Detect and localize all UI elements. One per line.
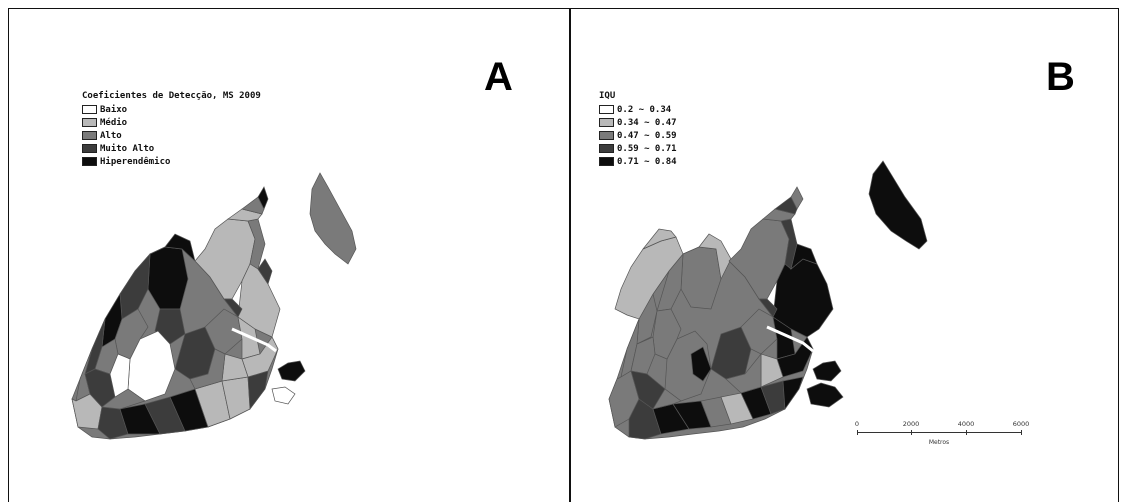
legend-label: Alto [100,130,122,141]
map-a-districts [71,172,357,440]
district [790,243,818,270]
district [690,346,712,382]
district [652,388,682,410]
panel-letter-b: B [1046,55,1075,99]
panel-letter-a: A [484,55,513,99]
district [257,258,273,285]
district [271,386,296,405]
legend-item: Muito Alto [82,142,261,155]
legend-item: 0.34 ~ 0.47 [599,116,677,129]
legend-swatch [82,157,97,166]
legend-item: Alto [82,129,261,142]
legend-item: Hiperendêmico [82,155,261,168]
map-b [608,160,928,440]
district [652,308,682,360]
map-a [71,172,357,440]
figure-frame [8,8,1119,502]
district [109,353,131,398]
panel-divider [569,8,571,502]
legend-label: 0.47 ~ 0.59 [617,130,677,141]
legend-label: 0.2 ~ 0.34 [617,104,672,115]
scale-tick [911,430,912,435]
legend-swatch [82,105,97,114]
legend-label: Médio [100,117,128,128]
river [231,327,277,353]
legend-item: Baixo [82,103,261,116]
district [164,233,196,263]
district [790,186,804,210]
scale-bar: 0 2000 4000 6000 Metros [849,414,1029,454]
legend-item: 0.2 ~ 0.34 [599,103,677,116]
scale-tick-label: 2000 [902,420,920,428]
district [630,336,656,375]
legend-label: 0.59 ~ 0.71 [617,143,677,154]
legend-swatch [599,118,614,127]
district [806,382,844,408]
legend-swatch [82,144,97,153]
district [782,376,804,411]
legend-label: Muito Alto [100,143,155,154]
panel-b: B IQU 0.2 ~ 0.34 0.34 ~ 0.47 0.47 ~ 0.59… [571,9,1117,502]
district [277,360,306,382]
river [766,325,814,353]
legend-title: IQU [599,91,616,101]
district [247,370,269,410]
district [101,388,146,410]
district [257,186,269,210]
legend-label: Baixo [100,104,128,115]
scale-unit: Metros [928,439,950,446]
legend-item: Médio [82,116,261,129]
legend-swatch [599,105,614,114]
legend-swatch [599,157,614,166]
legend-swatch [599,144,614,153]
panel-a: A Coeficientes de Detecção, MS 2009 Baix… [10,9,568,502]
legend-label: 0.71 ~ 0.84 [617,156,677,167]
legend-swatch [82,118,97,127]
scale-tick-label: 0 [854,420,860,428]
legend-a: Coeficientes de Detecção, MS 2009 Baixo … [82,91,261,168]
district [630,370,666,410]
scale-tick [857,430,858,435]
legend-b: IQU 0.2 ~ 0.34 0.34 ~ 0.47 0.47 ~ 0.59 0… [599,91,677,168]
map-b-districts [608,160,928,440]
legend-item: 0.59 ~ 0.71 [599,142,677,155]
district [309,172,357,265]
district [812,360,842,382]
legend-title: Coeficientes de Detecção, MS 2009 [82,91,261,101]
legend-label: 0.34 ~ 0.47 [617,117,677,128]
district [868,160,928,250]
district [614,236,684,320]
district [223,298,243,318]
scale-line [857,432,1021,433]
district [642,228,677,250]
legend-item: 0.47 ~ 0.59 [599,129,677,142]
scale-tick-label: 6000 [1012,420,1030,428]
scale-tick [966,430,967,435]
scale-tick [1021,430,1022,435]
district [154,308,186,345]
district [725,353,762,394]
legend-label: Hiperendêmico [100,156,171,167]
legend-swatch [82,131,97,140]
district [758,298,778,318]
district [189,348,226,390]
scale-tick-label: 4000 [957,420,975,428]
legend-swatch [599,131,614,140]
legend-item: 0.71 ~ 0.84 [599,155,677,168]
